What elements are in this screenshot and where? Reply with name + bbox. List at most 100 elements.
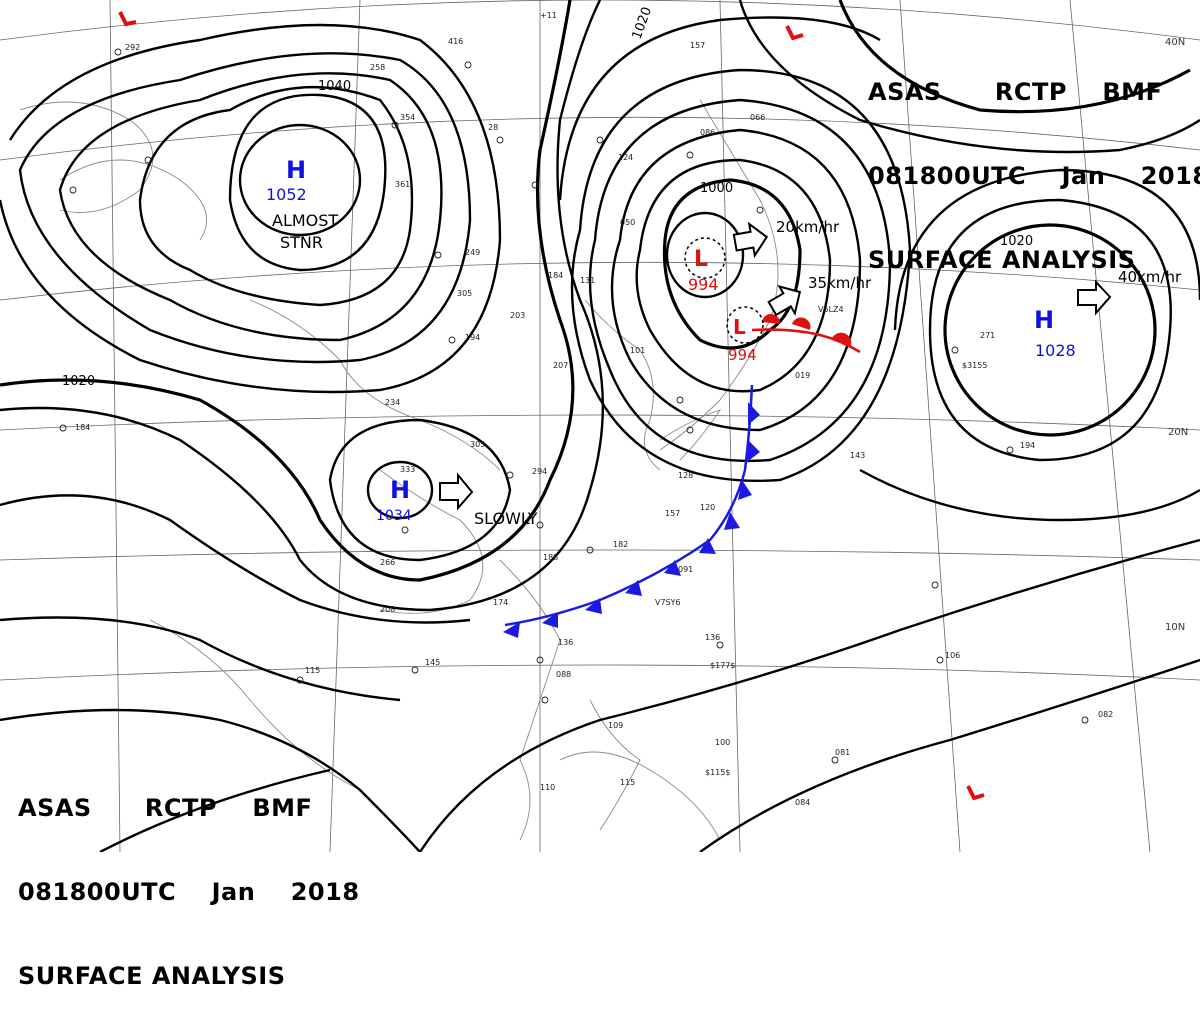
lat-label: 10N (1165, 622, 1185, 633)
svg-text:145: 145 (425, 658, 440, 667)
low-mark-small (118, 11, 137, 27)
header-year: 2018 (1140, 162, 1200, 190)
lat-label: 40N (1165, 37, 1185, 48)
header-office: ASAS (868, 78, 942, 106)
svg-text:157: 157 (690, 41, 705, 50)
svg-text:019: 019 (795, 371, 810, 380)
cold-front (503, 384, 760, 638)
svg-text:088: 088 (556, 670, 571, 679)
header-station: RCTP (144, 794, 217, 822)
header-top: ASAS RCTP BMF 081800UTC Jan 2018 SURFACE… (868, 22, 1200, 302)
lat-label: 20N (1168, 427, 1188, 438)
header-bottom-title: SURFACE ANALYSIS (18, 962, 286, 990)
svg-text:050: 050 (620, 218, 635, 227)
svg-text:271: 271 (980, 331, 995, 340)
svg-text:106: 106 (945, 651, 960, 660)
svg-text:081: 081 (835, 748, 850, 757)
svg-text:182: 182 (613, 540, 628, 549)
header-time: 081800UTC (868, 162, 1027, 190)
station-numbers: 292 258 354 361 416 28 +11 157 086 066 124 050 2… (75, 11, 1113, 807)
pressure-centers: H 1052 H 1034 H 1028 L 994 L 994 (118, 11, 1076, 801)
svg-text:266: 266 (380, 558, 395, 567)
svg-text:194: 194 (465, 333, 480, 342)
svg-text:294: 294 (532, 467, 547, 476)
header-bottom-line1: ASAS RCTP BMF (18, 794, 360, 822)
header-month: Jan (211, 878, 256, 906)
svg-text:188: 188 (543, 553, 558, 562)
svg-text:109: 109 (608, 721, 623, 730)
svg-text:V7SY6: V7SY6 (655, 598, 681, 607)
svg-text:333: 333 (400, 465, 415, 474)
header-bottom-line2: 081800UTC Jan 2018 (18, 878, 360, 906)
svg-text:354: 354 (400, 113, 415, 122)
svg-text:131: 131 (580, 276, 595, 285)
note-almost: ALMOST (272, 211, 338, 230)
isobar-label: 1020 (1000, 234, 1033, 249)
svg-text:208: 208 (380, 605, 395, 614)
high-center-value: 1034 (376, 508, 412, 524)
low-mark-small (785, 25, 804, 41)
svg-text:$177$: $177$ (710, 661, 735, 670)
svg-text:100: 100 (715, 738, 730, 747)
low-center-marker: L (694, 247, 708, 272)
svg-text:249: 249 (465, 248, 480, 257)
header-office: ASAS (18, 794, 92, 822)
header-time: 081800UTC (18, 878, 177, 906)
low-center-marker: L (733, 315, 746, 339)
svg-text:115: 115 (620, 778, 635, 787)
header-bottom: ASAS RCTP BMF 081800UTC Jan 2018 SURFACE… (18, 738, 360, 1018)
svg-text:194: 194 (1020, 441, 1035, 450)
svg-text:084: 084 (795, 798, 810, 807)
header-center: BMF (1102, 78, 1163, 106)
svg-text:184: 184 (75, 423, 90, 432)
isobar-label: 1020 (62, 374, 95, 389)
high-center-marker: H (286, 156, 306, 184)
svg-text:292: 292 (125, 43, 140, 52)
svg-text:+11: +11 (540, 11, 557, 20)
isobar-label: 1000 (700, 181, 733, 196)
svg-text:28: 28 (488, 123, 498, 132)
header-center: BMF (252, 794, 313, 822)
graticule (0, 0, 1200, 852)
annotations: ALMOST STNR SLOWLY 20km/hr 35km/hr 40km/… (272, 211, 1182, 528)
svg-text:110: 110 (540, 783, 555, 792)
high-center-value: 1028 (1035, 341, 1076, 360)
svg-text:120: 120 (700, 503, 715, 512)
high-center-marker: H (390, 476, 410, 504)
svg-text:157: 157 (665, 509, 680, 518)
svg-text:101: 101 (630, 346, 645, 355)
low-mark-small (966, 785, 985, 801)
svg-text:174: 174 (493, 598, 508, 607)
svg-text:066: 066 (750, 113, 765, 122)
isobars (0, 0, 1200, 852)
header-top-title: SURFACE ANALYSIS (868, 246, 1136, 274)
header-station: RCTP (994, 78, 1067, 106)
station-plots (59, 48, 1089, 764)
svg-text:234: 234 (385, 398, 400, 407)
svg-text:V5LZ4: V5LZ4 (818, 305, 844, 314)
low-center-value: 994 (688, 275, 719, 294)
svg-text:361: 361 (395, 180, 410, 189)
high-center-value: 1052 (266, 185, 307, 204)
svg-text:124: 124 (618, 153, 633, 162)
svg-text:128: 128 (678, 471, 693, 480)
svg-text:091: 091 (678, 565, 693, 574)
note-stnr: STNR (280, 233, 323, 252)
latitude-labels: 40N 20N 10N (1165, 37, 1188, 633)
svg-text:$115$: $115$ (705, 768, 730, 777)
header-year: 2018 (290, 878, 360, 906)
speed-label: 20km/hr (776, 218, 840, 236)
note-slowly: SLOWLY (474, 509, 538, 528)
header-month: Jan (1061, 162, 1106, 190)
svg-text:136: 136 (705, 633, 720, 642)
svg-text:082: 082 (1098, 710, 1113, 719)
svg-text:143: 143 (850, 451, 865, 460)
svg-text:305: 305 (457, 289, 472, 298)
svg-text:305: 305 (470, 440, 485, 449)
svg-text:184: 184 (548, 271, 563, 280)
low-rings (684, 237, 764, 344)
header-top-line2: 081800UTC Jan 2018 (868, 162, 1200, 190)
svg-text:115: 115 (305, 666, 320, 675)
surface-analysis-map: 1040 1020 1020 1000 1020 40N 20N 10N 292… (0, 0, 1200, 852)
svg-text:203: 203 (510, 311, 525, 320)
